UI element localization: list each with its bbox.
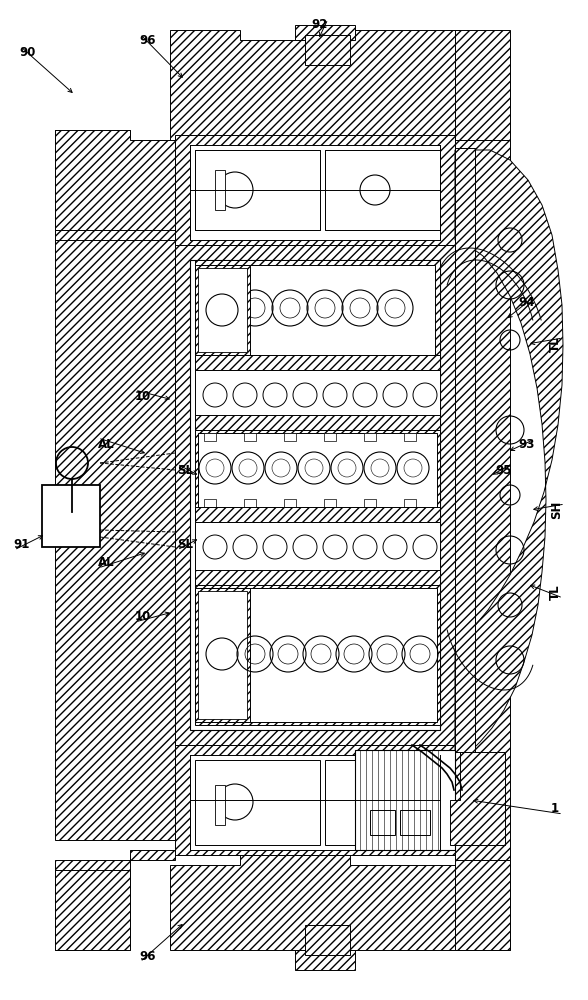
Bar (325, 760, 440, 845)
Bar (244, 433, 256, 441)
Polygon shape (295, 25, 355, 40)
Polygon shape (455, 30, 510, 140)
Bar (195, 522, 440, 572)
Bar (400, 810, 430, 835)
Polygon shape (195, 355, 440, 370)
Bar (195, 370, 440, 420)
Bar (404, 433, 416, 441)
Polygon shape (195, 585, 440, 725)
Polygon shape (295, 950, 355, 970)
Text: 90: 90 (20, 45, 36, 58)
Polygon shape (325, 150, 440, 230)
Text: 91: 91 (14, 538, 30, 550)
Bar (325, 150, 440, 230)
Polygon shape (195, 588, 250, 722)
Bar (284, 499, 296, 507)
Bar (190, 145, 440, 240)
Polygon shape (175, 135, 455, 245)
Text: SH: SH (550, 501, 563, 519)
Polygon shape (55, 850, 175, 950)
Text: 93: 93 (519, 438, 535, 452)
Polygon shape (455, 148, 475, 752)
Bar (324, 499, 336, 507)
Polygon shape (195, 265, 250, 355)
Text: AL: AL (98, 556, 114, 568)
Text: SL: SL (177, 538, 193, 550)
Bar (364, 499, 376, 507)
Polygon shape (455, 140, 510, 860)
Polygon shape (195, 570, 440, 585)
Polygon shape (195, 430, 440, 510)
Bar (355, 750, 455, 850)
Polygon shape (195, 150, 320, 230)
Text: 1: 1 (551, 802, 559, 814)
Bar (204, 499, 216, 507)
Polygon shape (55, 130, 175, 230)
Text: 96: 96 (140, 33, 156, 46)
Bar (204, 433, 216, 441)
Polygon shape (455, 860, 510, 950)
Bar (370, 810, 395, 835)
Bar (404, 499, 416, 507)
Text: 94: 94 (519, 296, 535, 308)
Text: AL: AL (98, 438, 114, 450)
Bar (195, 760, 320, 845)
Bar (215, 170, 225, 210)
Polygon shape (450, 752, 505, 845)
Text: SL: SL (177, 464, 193, 477)
Bar (190, 755, 440, 850)
Bar (284, 433, 296, 441)
Polygon shape (175, 245, 455, 745)
Polygon shape (305, 925, 350, 955)
Bar (198, 588, 437, 722)
Bar (198, 433, 437, 507)
Polygon shape (195, 260, 440, 360)
Bar (364, 433, 376, 441)
Text: 95: 95 (496, 464, 512, 477)
Bar (244, 499, 256, 507)
Polygon shape (55, 870, 130, 950)
Polygon shape (170, 30, 510, 140)
Text: 92: 92 (312, 18, 328, 31)
Bar (324, 433, 336, 441)
Polygon shape (55, 150, 175, 840)
Polygon shape (455, 150, 563, 752)
Polygon shape (55, 130, 175, 240)
Text: 96: 96 (140, 950, 156, 962)
Text: TL: TL (549, 584, 562, 600)
Bar (195, 150, 320, 230)
Polygon shape (305, 35, 350, 65)
Bar (198, 268, 247, 352)
Bar (42, 485, 100, 547)
Polygon shape (170, 855, 510, 950)
Text: 10: 10 (135, 389, 151, 402)
Polygon shape (55, 130, 130, 230)
Polygon shape (195, 507, 440, 522)
Text: 10: 10 (135, 609, 151, 622)
Polygon shape (175, 745, 455, 855)
Bar (200, 265, 435, 355)
Bar (198, 591, 247, 719)
Bar (190, 260, 440, 730)
Text: TL: TL (549, 336, 562, 352)
Bar (215, 785, 225, 825)
Polygon shape (195, 415, 440, 430)
